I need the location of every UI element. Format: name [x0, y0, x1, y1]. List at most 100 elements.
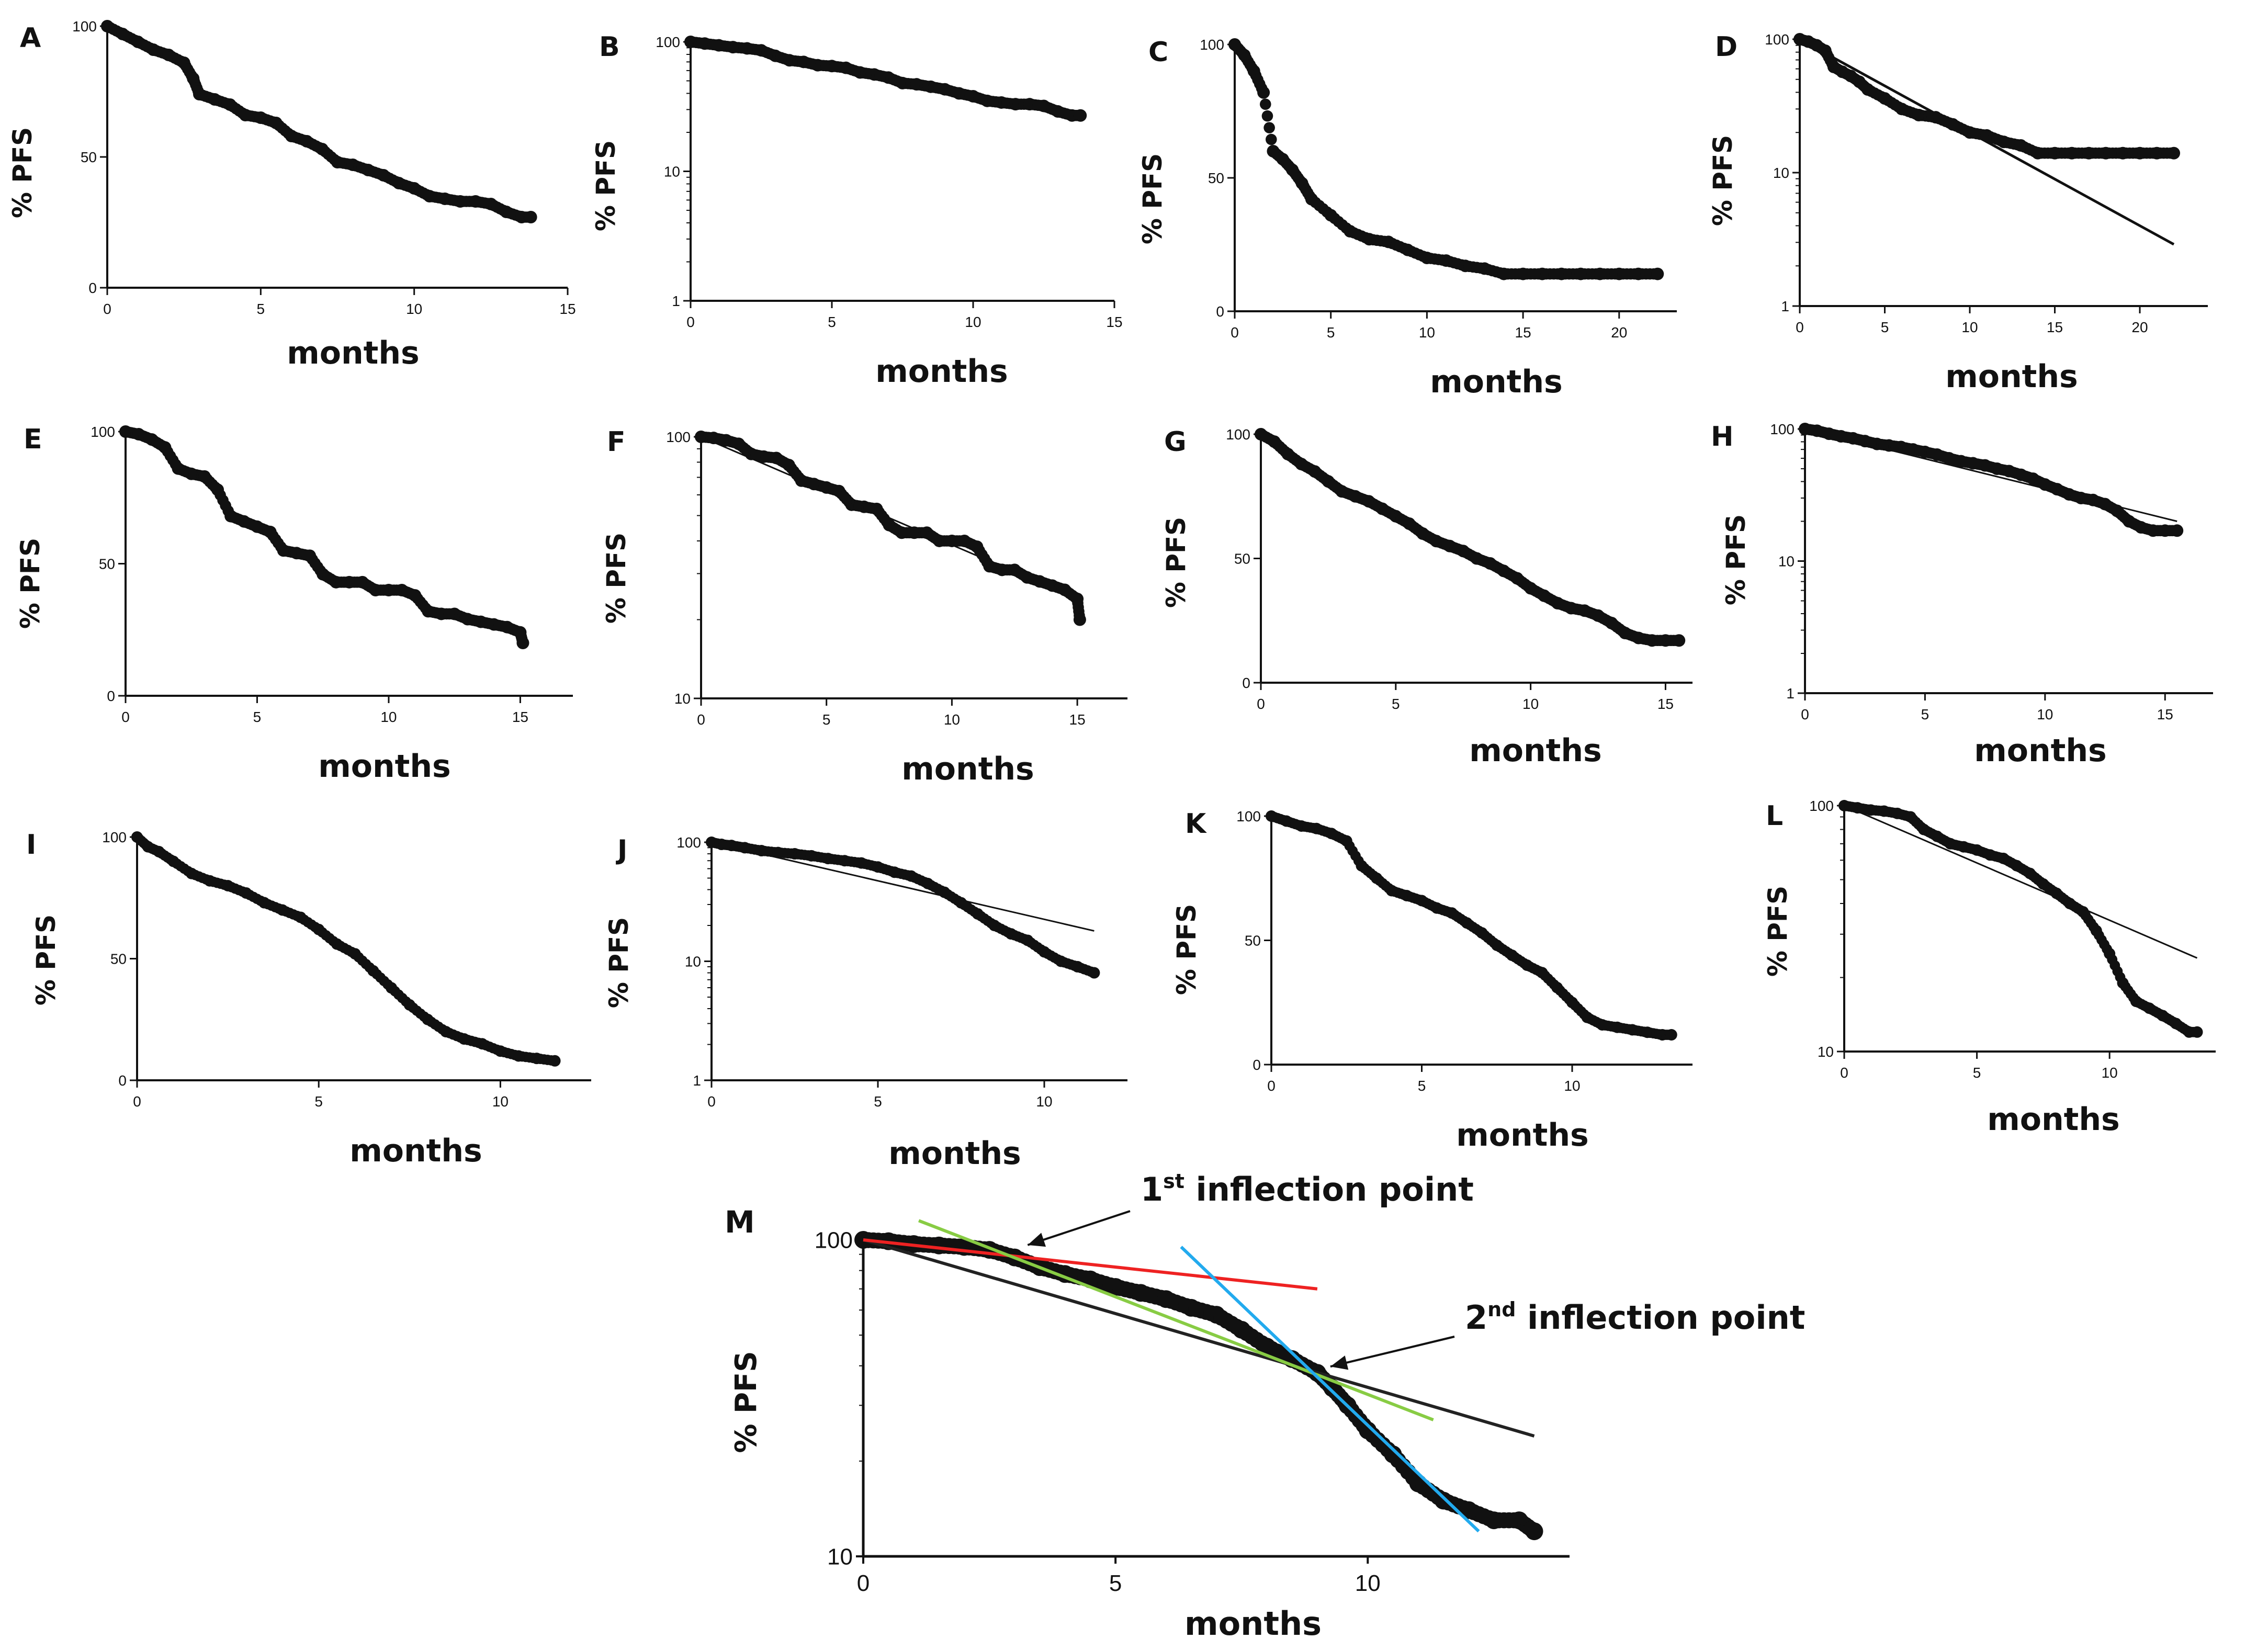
regression-line — [1844, 805, 2198, 959]
x-tick-label: 15 — [1106, 314, 1122, 330]
y-tick-label: 1 — [1781, 298, 1789, 314]
panel-letter: I — [26, 829, 36, 861]
y-tick-label: 10 — [685, 953, 701, 969]
panel-letter: H — [1711, 421, 1734, 453]
panel-j: J 0 5 10 1 10 100 % PFS months — [604, 834, 1127, 1172]
x-tick-label: 10 — [1419, 324, 1435, 341]
annotation-arrow — [1027, 1210, 1131, 1246]
annotation-superscript: nd — [1487, 1298, 1516, 1321]
y-axis-title: % PFS — [601, 533, 631, 624]
x-tick-label: 10 — [944, 711, 960, 728]
data-point — [1257, 86, 1270, 99]
annotation-arrowhead — [1330, 1355, 1349, 1370]
y-tick-label: 100 — [1770, 421, 1795, 437]
fit-line-phase-3 — [1180, 1246, 1480, 1533]
y-tick-label: 50 — [1234, 550, 1250, 567]
y-axis-title: % PFS — [1137, 153, 1168, 244]
y-tick-label: 0 — [1242, 675, 1250, 691]
x-tick-label: 10 — [1522, 696, 1539, 712]
y-tick-label: 100 — [1765, 31, 1789, 48]
x-tick-label: 0 — [1801, 706, 1809, 722]
y-tick-label: 1 — [1786, 685, 1795, 702]
x-axis-title: months — [318, 748, 451, 785]
panel-letter: E — [24, 424, 42, 455]
x-tick-label: 10 — [1355, 1570, 1381, 1596]
annotation-arrow — [1330, 1336, 1455, 1368]
y-tick-label: 0 — [107, 688, 115, 704]
y-tick-label: 10 — [674, 691, 691, 707]
curve-marker — [1261, 110, 1273, 122]
annotation-arrowhead — [1028, 1233, 1046, 1247]
x-tick-label: 0 — [686, 314, 695, 330]
x-tick-label: 10 — [380, 709, 397, 725]
y-tick-label: 100 — [1236, 808, 1261, 824]
x-tick-label: 10 — [2037, 706, 2053, 722]
y-tick-label: 100 — [72, 18, 97, 35]
y-tick-label: 100 — [815, 1227, 853, 1253]
panel-letter: F — [607, 426, 626, 458]
annotation-text: inflection point — [1184, 1170, 1474, 1208]
y-axis-title: % PFS — [604, 917, 634, 1008]
x-axis-title: months — [888, 1135, 1021, 1172]
x-tick-label: 10 — [1036, 1093, 1052, 1110]
y-tick-label: 10 — [1778, 553, 1795, 569]
y-tick-label: 100 — [91, 424, 115, 440]
curve-marker — [1259, 98, 1271, 110]
panel-letter: A — [20, 22, 41, 54]
panel-m: M 0 5 10 10 100 % PFS months 1st inflection poin… — [725, 1170, 1805, 1643]
data-point — [1673, 634, 1686, 647]
y-axis-title: % PFS — [729, 1351, 763, 1453]
x-tick-label: 0 — [697, 711, 705, 728]
y-tick-label: 0 — [118, 1072, 127, 1089]
data-point — [1651, 267, 1664, 280]
x-tick-label: 15 — [512, 709, 528, 725]
annotation-number: 1 — [1141, 1170, 1163, 1208]
data-point — [516, 637, 529, 649]
panel-a: A 0 5 10 15 0 50 100 % PFS months — [7, 18, 576, 371]
y-tick-label: 10 — [664, 163, 680, 179]
y-tick-label: 100 — [1200, 37, 1224, 53]
y-tick-label: 50 — [81, 149, 97, 165]
x-axis-title: months — [1430, 364, 1563, 400]
data-point — [1088, 967, 1100, 979]
x-tick-label: 5 — [874, 1093, 882, 1110]
panel-f: F 0 5 10 15 10 100 % PFS months — [601, 426, 1127, 787]
x-tick-label: 0 — [1257, 696, 1265, 712]
curve-marker — [1263, 122, 1275, 133]
x-axis-title: months — [1456, 1117, 1589, 1154]
y-tick-label: 100 — [666, 429, 691, 445]
x-tick-label: 15 — [1069, 711, 1086, 728]
y-tick-label: 1 — [693, 1072, 701, 1089]
y-tick-label: 0 — [1253, 1057, 1261, 1073]
x-axis-title: months — [1469, 732, 1602, 769]
curve-marker — [1266, 133, 1277, 145]
y-axis-title: % PFS — [15, 538, 46, 629]
x-tick-label: 0 — [133, 1093, 141, 1110]
panel-l: L 0 5 10 10 100 % PFS months — [1763, 798, 2216, 1138]
x-tick-label: 0 — [1840, 1065, 1848, 1081]
data-point — [2191, 1026, 2203, 1038]
panel-letter: M — [725, 1204, 755, 1240]
x-axis-title: months — [875, 353, 1008, 390]
x-tick-label: 5 — [1973, 1065, 1981, 1081]
regression-line — [1799, 38, 2175, 246]
x-tick-label: 5 — [828, 314, 836, 330]
panel-letter: J — [616, 834, 627, 866]
y-tick-label: 10 — [1818, 1044, 1834, 1060]
x-tick-label: 10 — [406, 301, 422, 317]
x-tick-label: 5 — [1109, 1570, 1122, 1596]
panel-c: C 0 5 10 15 20 0 50 100 % PFS months — [1137, 37, 1677, 400]
x-tick-label: 5 — [253, 709, 262, 725]
x-tick-label: 5 — [1418, 1078, 1426, 1094]
y-axis-title: % PFS — [7, 127, 38, 218]
x-axis-title: months — [287, 335, 420, 371]
x-tick-label: 5 — [1921, 706, 1930, 722]
x-tick-label: 0 — [707, 1093, 716, 1110]
y-tick-label: 50 — [99, 556, 115, 572]
x-tick-label: 5 — [822, 711, 831, 728]
y-axis-title: % PFS — [1763, 886, 1793, 977]
y-tick-label: 50 — [1208, 170, 1224, 186]
fit-line-phase-2 — [918, 1219, 1434, 1421]
x-tick-label: 15 — [2157, 706, 2173, 722]
